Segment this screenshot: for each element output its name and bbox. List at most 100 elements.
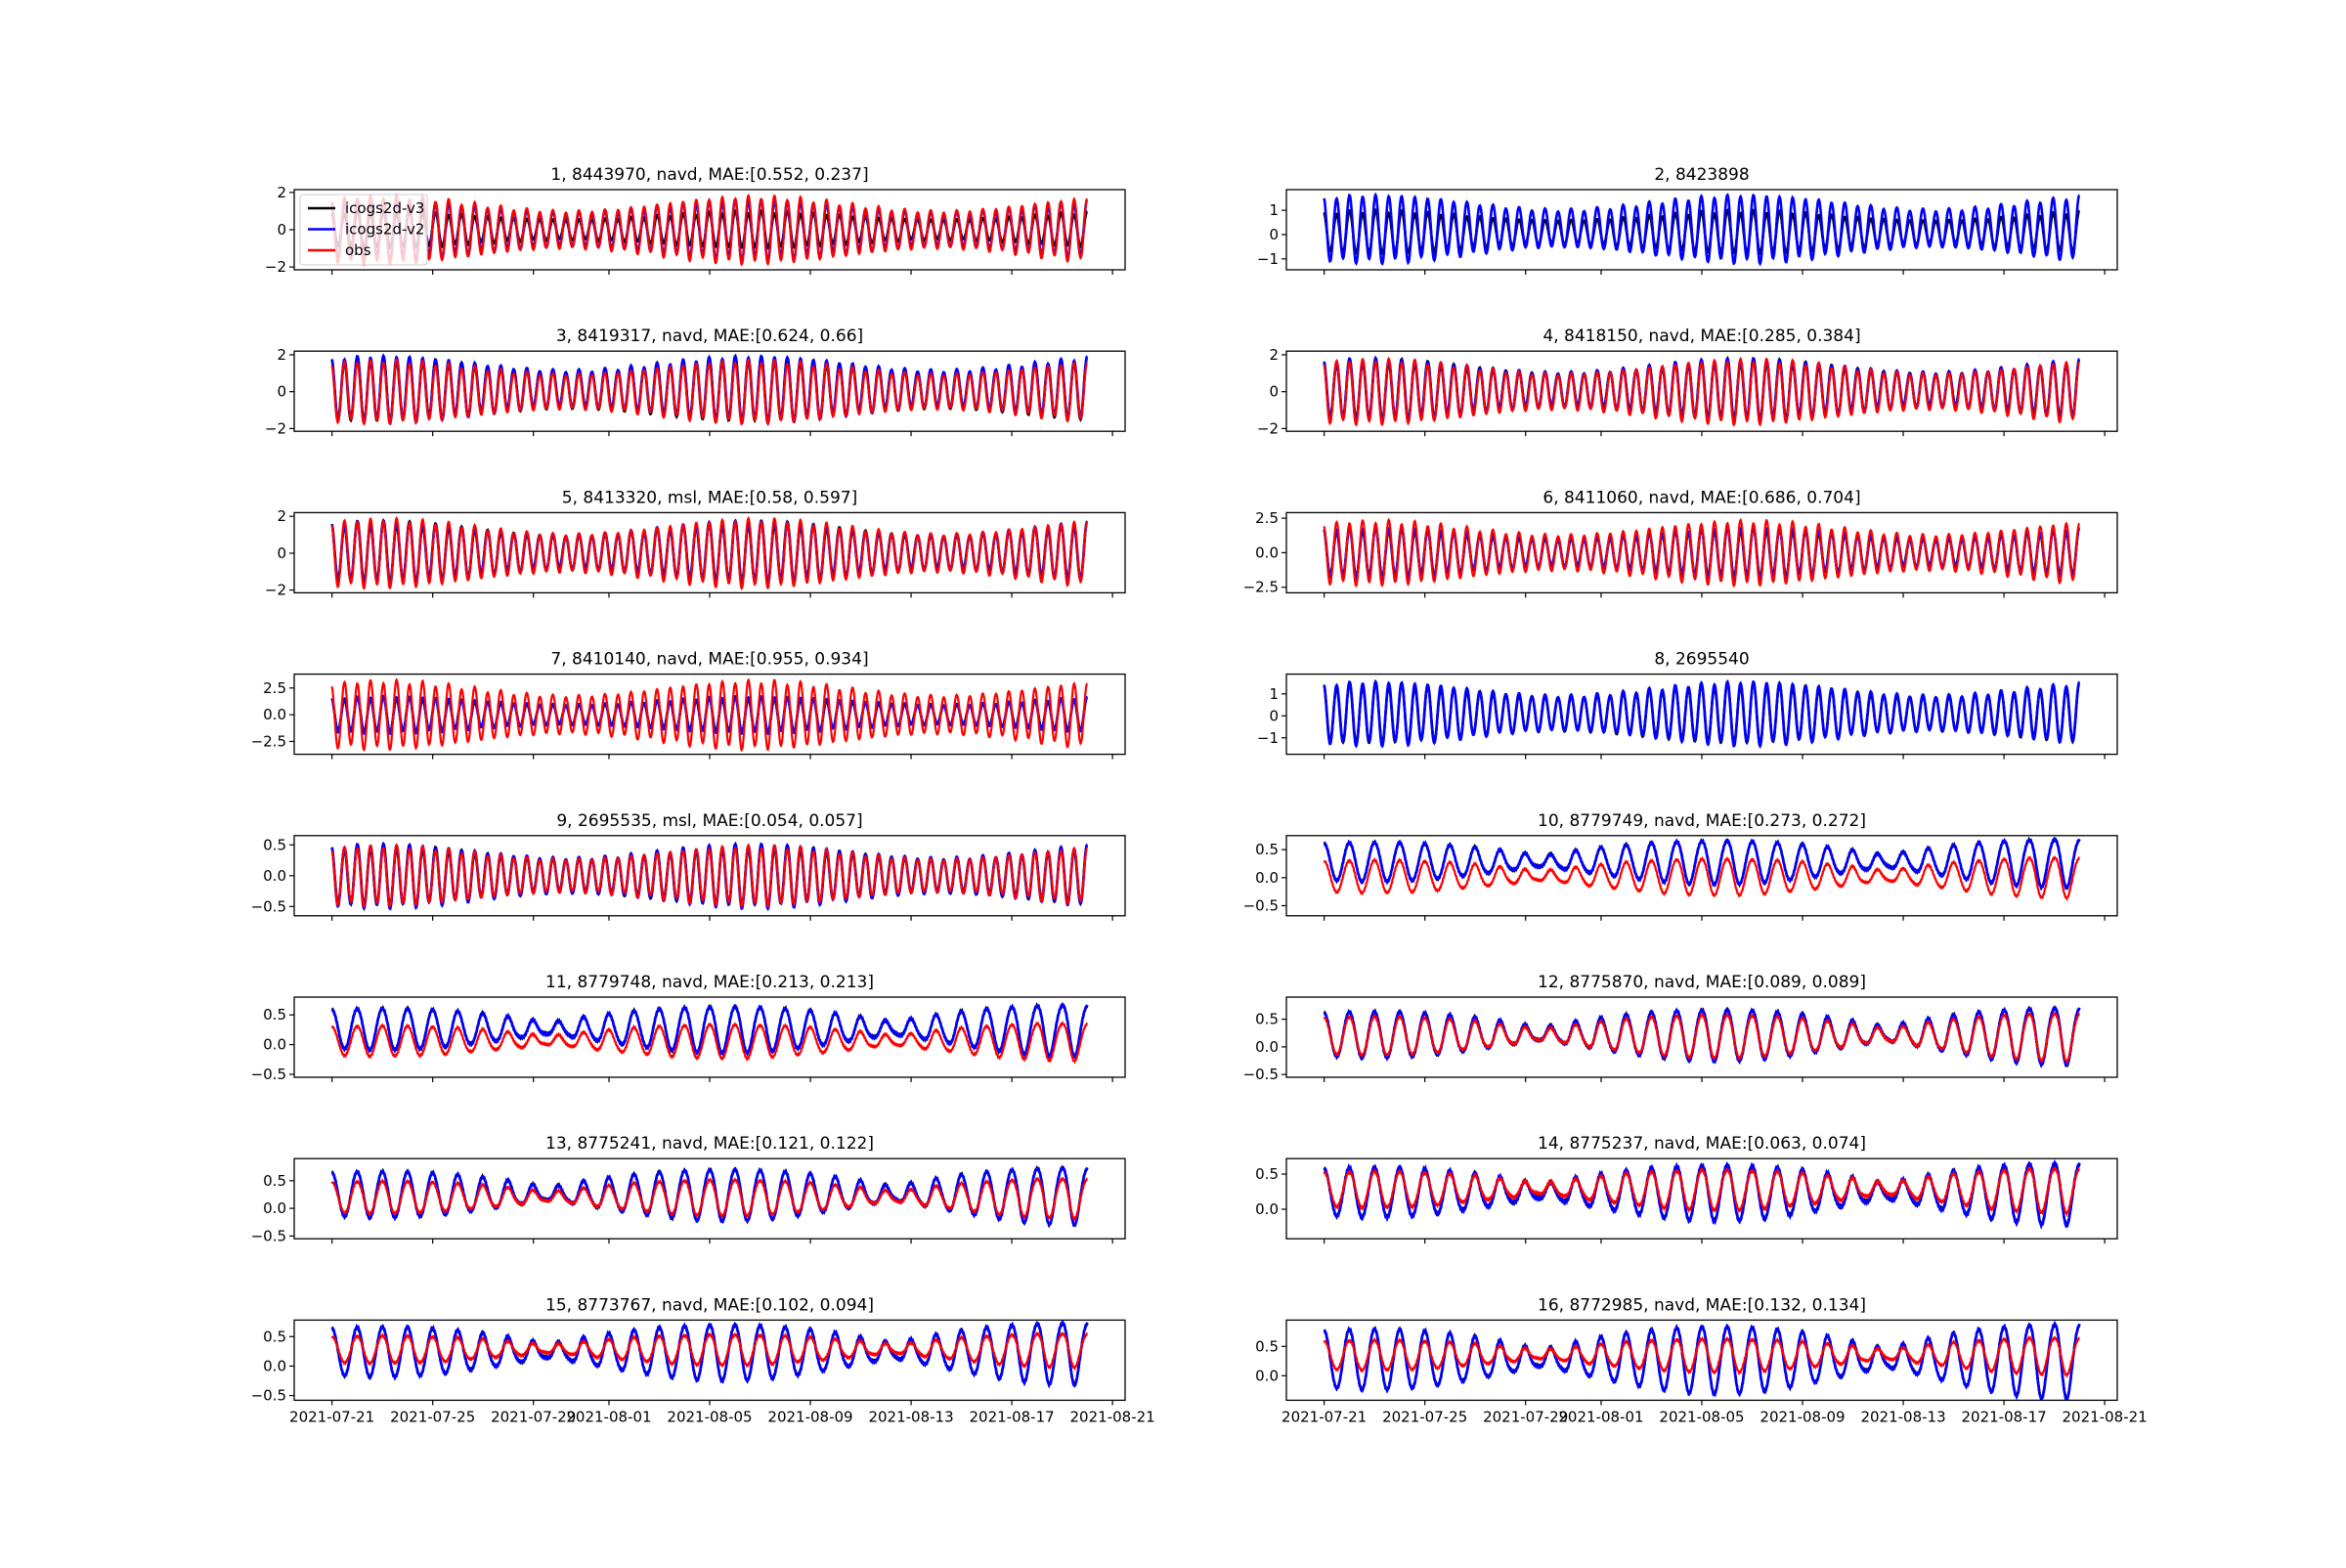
y-tick-label: 2 [1269, 346, 1279, 364]
x-tick-label: 2021-08-09 [767, 1408, 852, 1425]
x-tick-label: 2021-07-29 [1483, 1408, 1568, 1425]
y-tick-label: 0 [1269, 226, 1279, 243]
subplot-title: 16, 8772985, navd, MAE:[0.132, 0.134] [1538, 1295, 1866, 1315]
subplot-title: 8, 2695540 [1654, 650, 1749, 670]
subplot-10: 10, 8779749, navd, MAE:[0.273, 0.272] 0.5… [1243, 811, 2118, 921]
y-tick-label: −2 [265, 258, 286, 276]
y-tick-label: 0.0 [263, 1199, 286, 1217]
subplot-5: 5, 8413320, msl, MAE:[0.58, 0.597] 2 0 −2 [265, 488, 1126, 599]
x-tick-label: 2021-07-29 [491, 1408, 576, 1425]
subplot-title: 14, 8775237, navd, MAE:[0.063, 0.074] [1538, 1134, 1866, 1154]
subplot-2: 2, 8423898 1 0 −1 [1257, 165, 2118, 275]
y-tick-label: 0.0 [1255, 1367, 1279, 1384]
subplot-title: 3, 8419317, navd, MAE:[0.624, 0.66] [556, 327, 863, 346]
y-tick-label: 0.5 [263, 1006, 286, 1024]
y-tick-label: 2 [277, 346, 286, 364]
x-tick-label: 2021-08-01 [1558, 1408, 1643, 1425]
subplot-title: 7, 8410140, navd, MAE:[0.955, 0.934] [550, 650, 868, 670]
subplot-14: 14, 8775237, navd, MAE:[0.063, 0.074] 0.5… [1255, 1134, 2118, 1244]
y-tick-label: 0.5 [1255, 841, 1279, 858]
y-tick-label: −0.5 [1243, 1066, 1279, 1083]
y-tick-label: 0.5 [263, 1328, 286, 1345]
series-line-obs [330, 357, 1088, 426]
x-tick-label: 2021-08-13 [1860, 1408, 1945, 1425]
y-tick-label: −2.5 [251, 732, 286, 750]
series-line-obs [1323, 356, 2080, 427]
subplot-8: 8, 2695540 1 0 −1 [1257, 650, 2118, 760]
series-line-obs [1323, 517, 2080, 588]
y-tick-label: 1 [1269, 201, 1279, 219]
subplot-title: 1, 8443970, navd, MAE:[0.552, 0.237] [550, 165, 868, 185]
subplot-title: 10, 8779749, navd, MAE:[0.273, 0.272] [1538, 811, 1866, 831]
y-tick-label: −0.5 [251, 897, 286, 915]
subplot-title: 13, 8775241, navd, MAE:[0.121, 0.122] [545, 1134, 874, 1154]
y-tick-label: −0.5 [251, 1066, 286, 1083]
y-tick-label: 0.0 [1255, 544, 1279, 561]
x-tick-label: 2021-07-21 [1282, 1408, 1367, 1425]
y-tick-label: −0.5 [251, 1227, 286, 1244]
y-tick-label: 0.0 [1255, 869, 1279, 887]
y-tick-label: 0.5 [263, 1172, 286, 1190]
y-tick-label: 0.5 [1255, 1165, 1279, 1183]
series-line-obs [1323, 1335, 2080, 1378]
y-tick-label: −2 [1257, 419, 1279, 437]
x-tick-label: 2021-08-09 [1760, 1408, 1845, 1425]
y-tick-label: 2.5 [1255, 509, 1279, 527]
series-line-icogs2d-v2 [330, 1001, 1089, 1061]
series-line-obs [1323, 1165, 2080, 1218]
legend-label: icogs2d-v3 [345, 199, 424, 217]
legend-label: icogs2d-v2 [345, 221, 424, 239]
x-tick-label: 2021-07-21 [289, 1408, 374, 1425]
series-line-icogs2d-v2 [330, 1320, 1089, 1389]
x-tick-label: 2021-08-05 [667, 1408, 752, 1425]
y-tick-label: 0 [1269, 383, 1279, 401]
x-tick-label: 2021-08-01 [566, 1408, 651, 1425]
y-tick-label: 0.0 [263, 706, 286, 723]
subplot-title: 11, 8779748, navd, MAE:[0.213, 0.213] [545, 973, 874, 992]
y-tick-label: 0.0 [263, 1357, 286, 1374]
legend-box [299, 194, 428, 266]
subplot-title: 6, 8411060, navd, MAE:[0.686, 0.704] [1542, 488, 1860, 507]
y-tick-label: 0 [277, 221, 286, 239]
series-line-obs [330, 1021, 1088, 1065]
subplot-9: 9, 2695535, msl, MAE:[0.054, 0.057] 0.5 0.… [251, 811, 1126, 921]
y-tick-label: 0.0 [263, 1036, 286, 1054]
subplot-6: 6, 8411060, navd, MAE:[0.686, 0.704] 2.5 0… [1243, 488, 2118, 598]
y-tick-label: 0 [277, 383, 286, 401]
series-line-icogs2d-v2 [1323, 678, 2081, 749]
x-tick-label: 2021-08-21 [1070, 1408, 1155, 1425]
subplot-title: 12, 8775870, navd, MAE:[0.089, 0.089] [1538, 973, 1866, 992]
series-line-obs [330, 515, 1088, 590]
y-tick-label: 0.5 [1255, 1011, 1279, 1028]
subplot-1: 1, 8443970, navd, MAE:[0.552, 0.237] 2 0 −2… [265, 165, 1126, 276]
subplot-title: 15, 8773767, navd, MAE:[0.102, 0.094] [545, 1295, 874, 1315]
subplot-12: 12, 8775870, navd, MAE:[0.089, 0.089] 0.5… [1243, 973, 2118, 1083]
subplot-13: 13, 8775241, navd, MAE:[0.121, 0.122] 0.5… [251, 1134, 1126, 1244]
legend: icogs2d-v3 icogs2d-v2 obs [299, 194, 428, 266]
subplot-title: 4, 8418150, navd, MAE:[0.285, 0.384] [1542, 327, 1860, 346]
series-line-icogs2d-v2 [330, 1164, 1089, 1229]
subplot-3: 3, 8419317, navd, MAE:[0.624, 0.66] 2 0 −2 [265, 327, 1126, 437]
y-tick-label: 2 [277, 507, 286, 525]
y-tick-label: 1 [1269, 685, 1279, 703]
series-line-obs [330, 677, 1088, 753]
y-tick-label: −2.5 [1243, 579, 1279, 596]
y-tick-label: 0.5 [1255, 1337, 1279, 1355]
y-tick-label: −2 [265, 419, 286, 437]
x-tick-label: 2021-08-13 [868, 1408, 953, 1425]
subplot-title: 2, 8423898 [1654, 165, 1749, 185]
y-tick-label: 0.0 [1255, 1038, 1279, 1056]
x-tick-label: 2021-07-25 [390, 1408, 475, 1425]
subplot-15: 15, 8773767, navd, MAE:[0.102, 0.094] 0.5… [251, 1295, 1155, 1425]
series-line-icogs2d-v2 [1323, 1158, 2081, 1230]
series-line-icogs2d-v2 [1323, 1320, 2081, 1401]
y-tick-label: 0.0 [1255, 1200, 1279, 1218]
series-line-obs [330, 193, 1088, 267]
x-tick-label: 2021-07-25 [1382, 1408, 1467, 1425]
series-line-obs [1323, 855, 2080, 901]
y-tick-label: 0.0 [263, 867, 286, 885]
series-line-icogs2d-v2 [1323, 1004, 2081, 1068]
y-tick-label: 0.5 [263, 836, 286, 853]
y-tick-label: 2 [277, 184, 286, 201]
